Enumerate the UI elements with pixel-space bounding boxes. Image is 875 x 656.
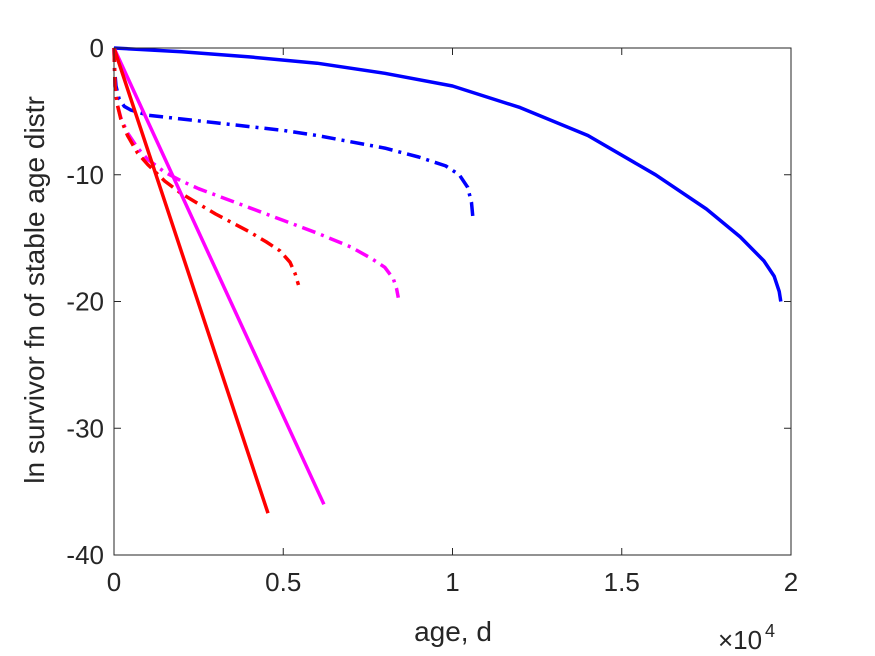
series-line-3 [112,47,401,299]
y-tick-label: -30 [66,413,104,443]
x-tick-label: 0.5 [265,567,301,597]
x-axis-exponent-power: 4 [765,621,775,641]
y-tick-label: -40 [66,540,104,570]
x-tick-label: 0 [107,567,121,597]
x-tick-label: 1.5 [604,567,640,597]
y-tick-label: -20 [66,287,104,317]
y-axis-label: ln survivor fn of stable age distr [19,96,50,484]
plot-area [114,48,791,555]
series-line-4 [112,47,301,286]
series-line-5 [112,47,326,506]
x-tick-label: 2 [784,567,798,597]
x-tick-label: 1 [445,567,459,597]
x-axis-label: age, d [414,616,492,647]
x-axis-exponent-base: ×10 [718,625,762,655]
series-line-6 [112,47,270,514]
series-line-1 [113,46,783,302]
y-tick-label: -10 [66,160,104,190]
series-layer [112,46,783,514]
y-tick-label: 0 [90,33,104,63]
ticks-layer: 0 0.5 1 1.5 2 0 -10 -20 -30 -40 [66,33,798,597]
series-line-2 [112,47,475,217]
